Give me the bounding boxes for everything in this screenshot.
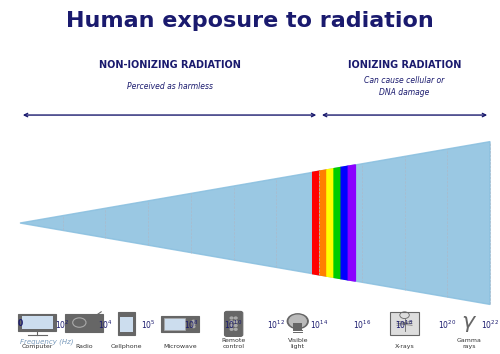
- Text: $10^{22}$: $10^{22}$: [481, 319, 499, 331]
- Text: $10^{20}$: $10^{20}$: [438, 319, 456, 331]
- Polygon shape: [348, 165, 356, 281]
- Text: Microwave: Microwave: [164, 344, 197, 349]
- Circle shape: [234, 325, 237, 326]
- Circle shape: [289, 315, 306, 327]
- Text: Computer: Computer: [22, 344, 53, 349]
- Bar: [118, 312, 136, 335]
- Circle shape: [230, 321, 233, 323]
- Bar: [390, 312, 419, 335]
- Text: Cellphone: Cellphone: [111, 344, 142, 349]
- Circle shape: [230, 317, 233, 319]
- Text: $10^{10}$: $10^{10}$: [224, 319, 243, 331]
- Text: Remote
control: Remote control: [222, 338, 246, 349]
- Text: $10^{12}$: $10^{12}$: [268, 319, 285, 331]
- Polygon shape: [320, 170, 327, 276]
- Text: Perceived as harmless: Perceived as harmless: [126, 82, 212, 91]
- FancyBboxPatch shape: [224, 312, 243, 336]
- Text: Human exposure to radiation: Human exposure to radiation: [66, 11, 434, 30]
- Circle shape: [230, 325, 233, 326]
- Circle shape: [192, 320, 195, 322]
- Text: $10^{5}$: $10^{5}$: [141, 319, 156, 331]
- Text: $10^{4}$: $10^{4}$: [98, 319, 113, 331]
- Text: $10^{14}$: $10^{14}$: [310, 319, 328, 331]
- Polygon shape: [327, 169, 334, 278]
- Bar: [293, 323, 302, 330]
- Text: Visible
light: Visible light: [288, 338, 308, 349]
- Text: 0: 0: [18, 319, 22, 327]
- Circle shape: [230, 329, 233, 330]
- Text: Can cause cellular or
DNA damage: Can cause cellular or DNA damage: [364, 76, 444, 97]
- Text: Frequency (Hz): Frequency (Hz): [20, 338, 74, 344]
- Polygon shape: [341, 166, 348, 280]
- Text: $10^{16}$: $10^{16}$: [352, 319, 371, 331]
- Text: $10^{2}$: $10^{2}$: [56, 319, 70, 331]
- Polygon shape: [334, 167, 341, 279]
- Text: Radio: Radio: [76, 344, 93, 349]
- Text: NON-IONIZING RADIATION: NON-IONIZING RADIATION: [98, 61, 240, 70]
- Text: $\gamma$: $\gamma$: [460, 314, 476, 334]
- Circle shape: [192, 326, 195, 327]
- Bar: [164, 318, 185, 330]
- Circle shape: [234, 321, 237, 323]
- Polygon shape: [312, 171, 320, 275]
- Text: $10^{18}$: $10^{18}$: [396, 319, 413, 331]
- Text: X-rays: X-rays: [394, 344, 414, 349]
- Polygon shape: [20, 142, 490, 304]
- Circle shape: [288, 314, 308, 329]
- Bar: [22, 316, 52, 329]
- Bar: [18, 314, 56, 331]
- Text: Gamma
rays: Gamma rays: [456, 338, 481, 349]
- Circle shape: [234, 317, 237, 319]
- Text: IONIZING RADIATION: IONIZING RADIATION: [348, 61, 461, 70]
- Circle shape: [234, 329, 237, 330]
- Bar: [161, 316, 199, 332]
- Text: $10^{8}$: $10^{8}$: [184, 319, 198, 331]
- Bar: [65, 314, 103, 332]
- Bar: [120, 317, 134, 332]
- Circle shape: [192, 323, 195, 325]
